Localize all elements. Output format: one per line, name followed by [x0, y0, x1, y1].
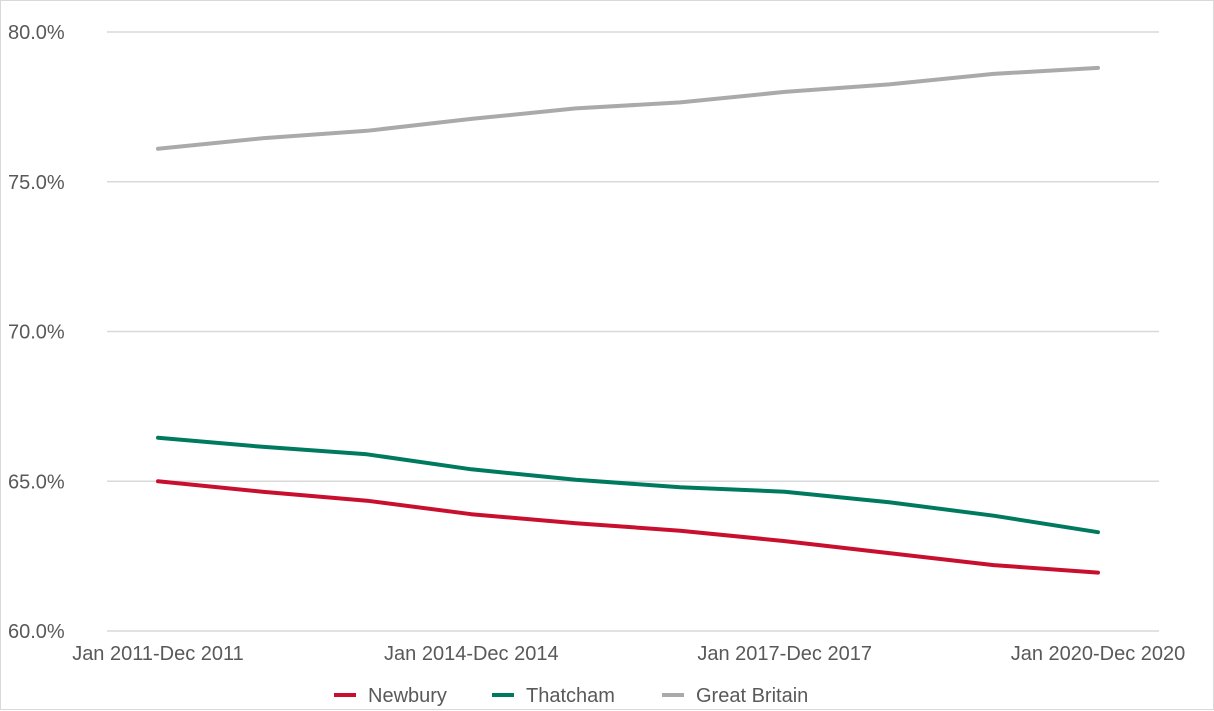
gridlines [107, 31, 1159, 632]
legend-label-newbury: Newbury [368, 685, 447, 707]
series-line-newbury [156, 479, 1100, 575]
x-tick-label: Jan 2014-Dec 2014 [384, 643, 559, 665]
y-tick-label: 65.0% [8, 471, 65, 493]
y-tick-label: 75.0% [8, 172, 65, 194]
series-line-thatcham [156, 435, 1100, 535]
legend: Newbury Thatcham Great Britain [334, 685, 808, 707]
y-axis-tick-labels: 60.0% 65.0% 70.0% 75.0% 80.0% [8, 22, 65, 643]
series-line-great-britain [156, 65, 1100, 151]
y-tick-label: 60.0% [8, 621, 65, 643]
legend-label-thatcham: Thatcham [526, 685, 615, 707]
legend-label-great-britain: Great Britain [696, 685, 808, 707]
x-tick-label: Jan 2017-Dec 2017 [697, 643, 872, 665]
x-tick-label: Jan 2020-Dec 2020 [1011, 643, 1186, 665]
x-tick-label: Jan 2011-Dec 2011 [72, 643, 244, 665]
series-lines [156, 65, 1100, 575]
y-tick-label: 80.0% [8, 22, 65, 44]
y-tick-label: 70.0% [8, 322, 65, 344]
x-axis-tick-labels: Jan 2011-Dec 2011 Jan 2014-Dec 2014 Jan 20… [72, 643, 1185, 665]
